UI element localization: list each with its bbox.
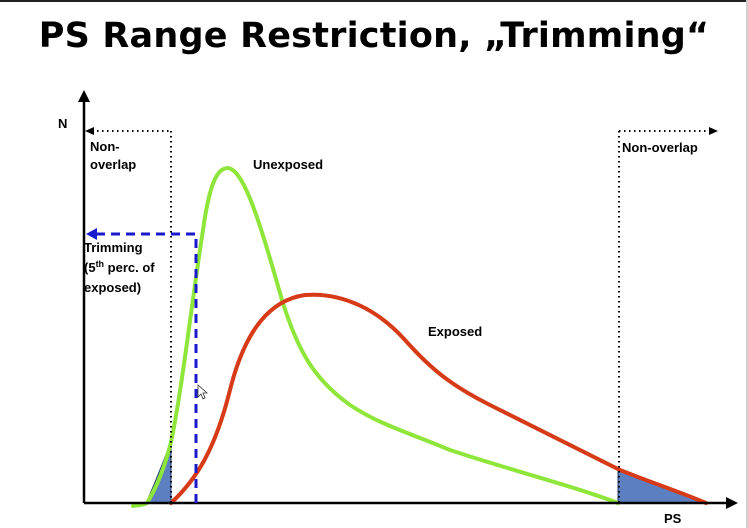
left-nonoverlap-label-line2: overlap (90, 157, 136, 172)
slide-title: PS Range Restriction, „Trimming“ (38, 16, 710, 56)
right-nonoverlap-label: Non-overlap (622, 140, 698, 155)
trimming-label-prefix: (5 (84, 260, 96, 275)
trimming-label-line1: Trimming (84, 240, 143, 255)
top-border (0, 0, 748, 2)
y-axis-arrowhead (78, 90, 90, 102)
trimming-arrowhead (86, 228, 97, 240)
trimming-label-superscript: th (96, 259, 105, 269)
unexposed-curve (131, 165, 620, 508)
left-boundary-arrowhead (85, 127, 94, 135)
trimming-label-line3: exposed) (84, 280, 141, 295)
trimming-label-suffix: perc. of (104, 260, 155, 275)
y-axis-label: N (58, 116, 67, 131)
exposed-curve (169, 292, 708, 505)
left-nonoverlap-label-line1: Non- (90, 139, 120, 154)
unexposed-label: Unexposed (253, 157, 323, 172)
x-axis-label: PS (664, 511, 682, 526)
exposed-label: Exposed (428, 324, 482, 339)
right-boundary-arrowhead (709, 127, 718, 135)
x-axis-arrowhead (726, 497, 738, 509)
trimming-threshold-line (96, 232, 198, 503)
mouse-pointer-icon (197, 384, 209, 400)
trimming-label-line2: (5th perc. of (84, 259, 155, 275)
right-border (746, 0, 748, 528)
